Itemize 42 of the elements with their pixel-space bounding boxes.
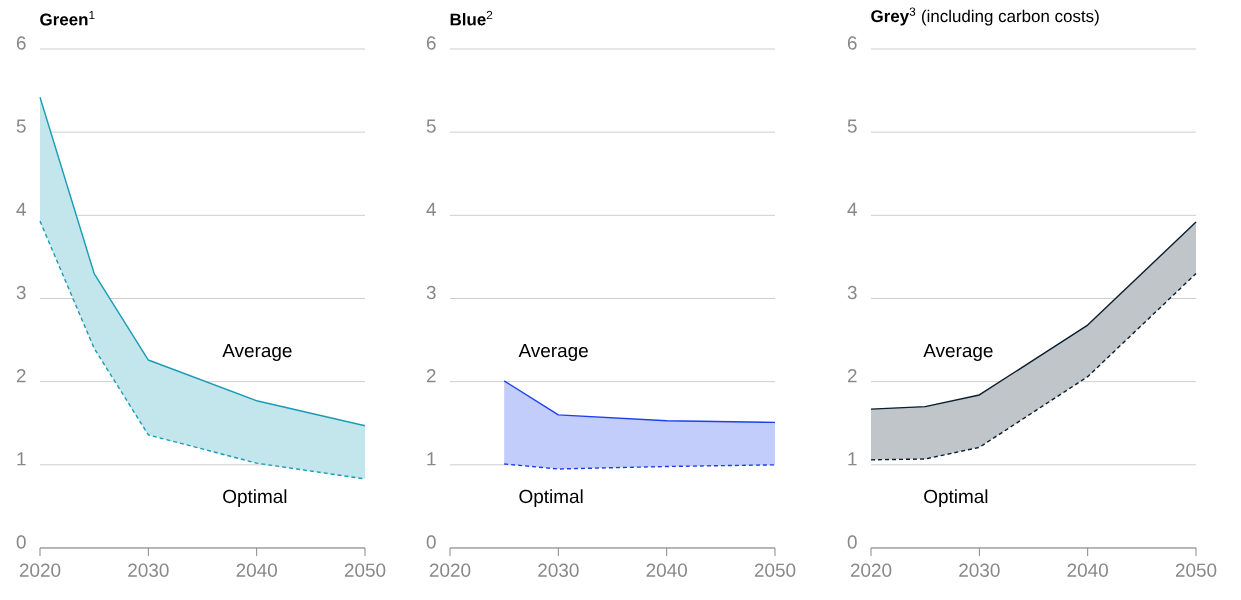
x-tick-label: 2040 — [236, 563, 277, 577]
y-tick-label: 6 — [426, 36, 436, 50]
chart-title: Grey$^{3}$ (including carbon costs) — [871, 7, 1099, 26]
x-tick-label: 2030 — [128, 563, 169, 577]
y-tick-label: 6 — [847, 36, 857, 50]
x-tick-label: 2050 — [344, 563, 386, 577]
x-tick-label: 2050 — [754, 563, 796, 577]
y-tick-label: 2 — [847, 369, 857, 383]
series-label: Optimal — [519, 489, 583, 507]
y-tick-label: 0 — [847, 535, 857, 549]
chart-title: Blue$^{2}$ — [450, 10, 493, 26]
y-tick-label: 4 — [426, 202, 436, 216]
y-tick-label: 0 — [426, 535, 436, 549]
y-tick-label: 3 — [426, 285, 436, 300]
y-tick-label: 5 — [16, 119, 26, 133]
y-tick-label: 1 — [17, 452, 26, 466]
y-tick-label: 3 — [16, 285, 26, 300]
series-label: Optimal — [223, 489, 287, 507]
series-label: Average — [222, 344, 292, 362]
x-tick-label: 2020 — [19, 563, 61, 577]
series-label: Average — [518, 344, 588, 362]
y-tick-label: 5 — [426, 119, 436, 133]
x-tick-label: 2040 — [1067, 563, 1108, 577]
series-label: Optimal — [924, 489, 988, 507]
y-tick-label: 4 — [16, 202, 26, 216]
y-tick-label: 1 — [427, 452, 436, 466]
x-tick-label: 2020 — [850, 563, 892, 577]
y-tick-label: 4 — [847, 202, 857, 216]
x-tick-label: 2050 — [1175, 563, 1217, 577]
x-tick-label: 2020 — [429, 563, 471, 577]
y-tick-label: 5 — [847, 119, 857, 133]
series-label: Average — [923, 344, 993, 362]
y-tick-label: 2 — [16, 369, 26, 383]
x-tick-label: 2040 — [646, 563, 687, 577]
y-tick-label: 6 — [16, 36, 26, 50]
x-tick-label: 2030 — [538, 563, 579, 577]
y-tick-label: 1 — [848, 452, 857, 466]
chart-title: Green$^{1}$ — [40, 10, 95, 26]
x-tick-label: 2030 — [959, 563, 1000, 577]
y-tick-label: 2 — [426, 369, 436, 383]
y-tick-label: 0 — [16, 535, 26, 549]
y-tick-label: 3 — [847, 285, 857, 300]
